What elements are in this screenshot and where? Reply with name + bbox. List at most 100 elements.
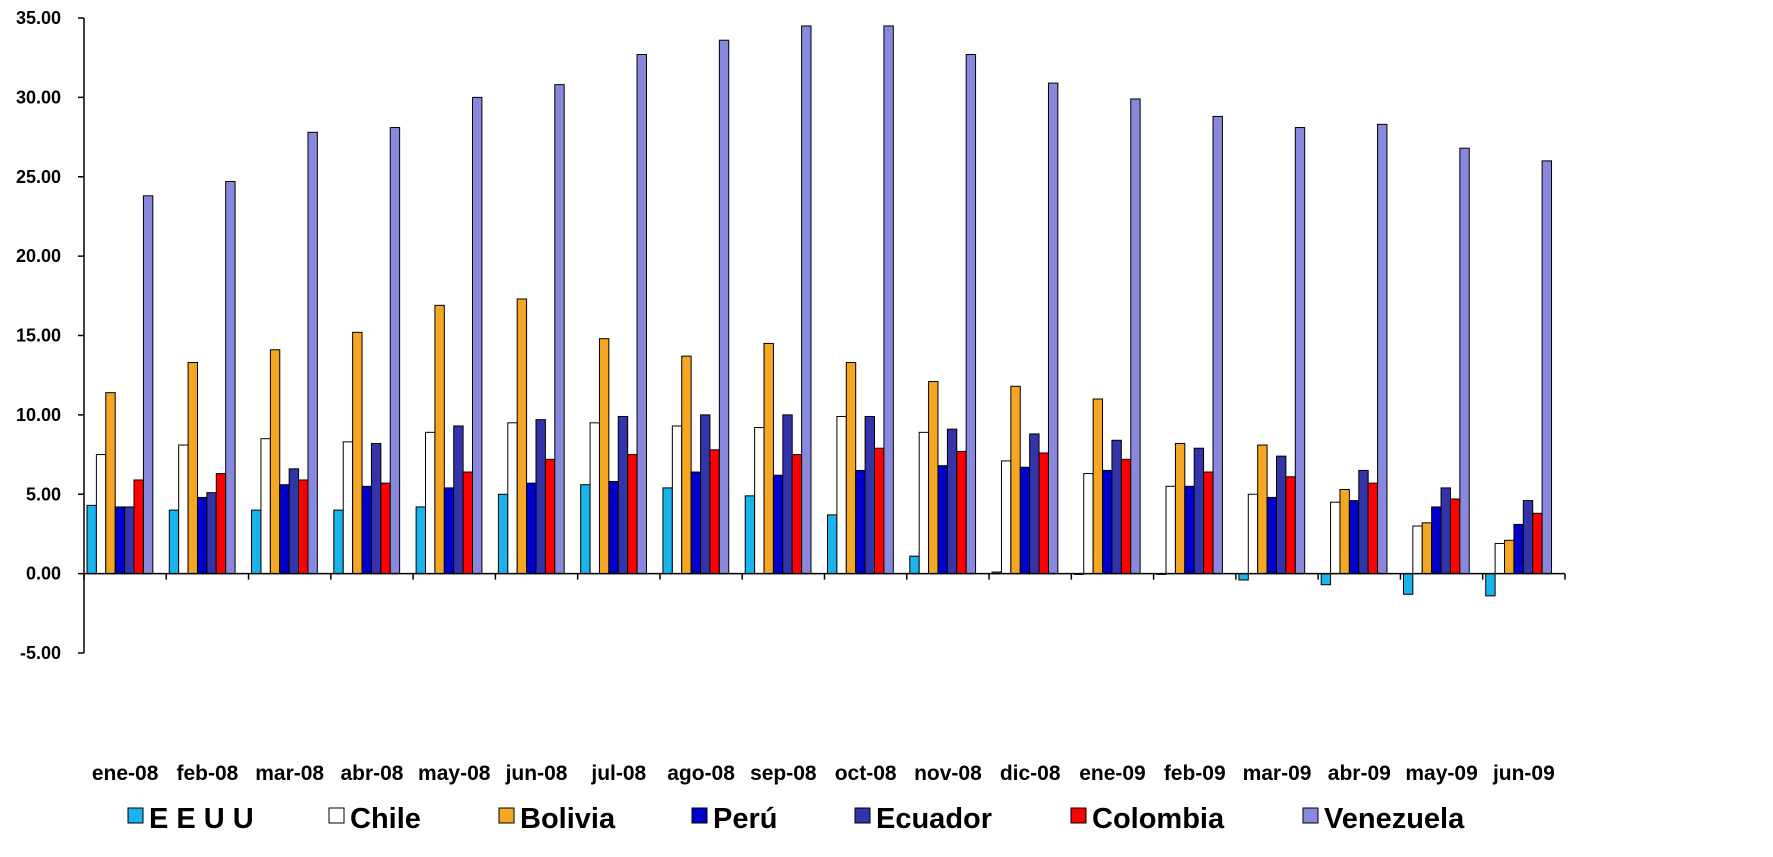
bar-ecuador-14: [1275, 455, 1287, 575]
bar-colombia-15: [1367, 482, 1379, 575]
bar-venezuela-1: [225, 181, 236, 575]
bar-per-12: [1102, 469, 1113, 575]
bar-bolivia-1: [187, 361, 198, 575]
category-label: ene-08: [92, 762, 159, 785]
bar-bolivia-5: [516, 298, 528, 575]
bar-ecuador-16: [1440, 487, 1451, 575]
x-axis: ene-08 feb-08 mar-08 abr-08 may-08 jun-08 jul-…: [83, 572, 1566, 785]
bar-bolivia-9: [845, 361, 857, 575]
bar-venezuela-7: [718, 39, 730, 575]
legend-swatch: [1070, 807, 1087, 824]
bar-chile-2: [260, 438, 271, 575]
bar-e-e-u-u-17: [1485, 573, 1496, 597]
category-label: may-08: [418, 762, 491, 785]
category-label: mar-09: [1243, 762, 1312, 785]
bar-venezuela-0: [142, 195, 154, 575]
bar-chile-5: [507, 422, 518, 575]
legend-swatch: [854, 807, 871, 824]
bar-ecuador-17: [1522, 500, 1534, 575]
bar-chile-14: [1247, 493, 1259, 575]
bar-ecuador-7: [700, 414, 711, 575]
category-label: sep-08: [750, 762, 817, 785]
category-label: nov-08: [914, 762, 982, 785]
bar-ecuador-12: [1111, 439, 1122, 575]
bar-per-13: [1184, 485, 1195, 575]
bar-colombia-0: [133, 479, 144, 575]
bar-bolivia-15: [1339, 488, 1350, 575]
bar-venezuela-10: [965, 54, 977, 575]
bar-ecuador-5: [535, 419, 546, 575]
y-tick-label: 25.00: [16, 167, 61, 187]
bar-ecuador-8: [782, 414, 793, 575]
bar-chile-8: [754, 427, 765, 575]
bar-chile-7: [671, 425, 683, 575]
legend-swatch: [127, 807, 144, 824]
category-label: may-09: [1405, 762, 1477, 785]
bar-ecuador-3: [370, 442, 382, 575]
category-label: feb-09: [1164, 762, 1226, 785]
bar-per-5: [526, 482, 537, 575]
bar-per-2: [279, 484, 290, 575]
legend-swatch: [498, 807, 515, 824]
bar-venezuela-11: [1047, 82, 1059, 575]
bar-bolivia-0: [105, 392, 116, 575]
y-tick-label: 35.00: [16, 8, 61, 28]
bar-colombia-8: [791, 454, 803, 575]
bar-bolivia-12: [1092, 398, 1104, 575]
bar-ecuador-11: [1029, 433, 1040, 575]
bar-per-3: [361, 485, 372, 575]
bar-ecuador-13: [1193, 447, 1205, 575]
bar-colombia-9: [874, 447, 885, 575]
legend-label: Colombia: [1092, 803, 1225, 835]
bar-per-10: [937, 465, 948, 575]
legend: E E U U Chile Bolivia Perú Ecuador Colombia Ve…: [127, 803, 1465, 835]
bar-per-17: [1513, 523, 1524, 575]
bar-colombia-6: [627, 454, 638, 575]
bar-bolivia-13: [1174, 442, 1186, 575]
bar-bolivia-7: [681, 355, 692, 575]
bar-bolivia-3: [352, 331, 363, 575]
bar-colombia-4: [462, 471, 474, 575]
bar-chile-10: [918, 431, 930, 575]
bar-colombia-16: [1449, 498, 1461, 575]
bar-ecuador-0: [124, 506, 135, 575]
bar-chile-15: [1330, 501, 1341, 575]
bar-bolivia-10: [928, 381, 939, 575]
bar-per-15: [1348, 500, 1360, 575]
bar-colombia-12: [1120, 458, 1132, 575]
bar-e-e-u-u-1: [168, 509, 180, 575]
bar-colombia-2: [298, 479, 309, 575]
bar-e-e-u-u-3: [333, 509, 344, 575]
bar-e-e-u-u-10: [909, 555, 920, 575]
legend-swatch: [691, 807, 708, 824]
category-label: mar-08: [255, 762, 324, 785]
legend-label: Venezuela: [1324, 803, 1465, 835]
bar-venezuela-17: [1541, 160, 1553, 575]
legend-label: Perú: [713, 803, 777, 835]
bar-e-e-u-u-2: [251, 509, 262, 575]
bar-venezuela-15: [1377, 123, 1388, 575]
bar-chile-16: [1412, 525, 1423, 575]
category-label: dic-08: [1000, 762, 1061, 785]
bar-bolivia-4: [434, 304, 445, 575]
bar-colombia-1: [215, 473, 227, 575]
bar-colombia-13: [1203, 471, 1214, 575]
bar-e-e-u-u-4: [415, 506, 427, 575]
bar-e-e-u-u-5: [497, 493, 509, 575]
category-label: abr-09: [1328, 762, 1391, 785]
bar-colombia-3: [380, 482, 391, 575]
bar-venezuela-5: [554, 84, 565, 575]
bar-venezuela-3: [389, 127, 401, 575]
bar-per-8: [772, 474, 784, 575]
bar-venezuela-2: [307, 131, 318, 575]
bar-venezuela-14: [1294, 127, 1306, 575]
y-tick-label: 20.00: [16, 246, 61, 266]
category-label: jun-08: [505, 762, 568, 785]
bar-chile-3: [342, 441, 354, 575]
category-label: ago-08: [667, 762, 735, 785]
y-tick-label: 15.00: [16, 326, 61, 346]
bar-colombia-14: [1285, 476, 1296, 575]
bar-venezuela-12: [1130, 98, 1141, 575]
bar-colombia-17: [1532, 512, 1543, 575]
